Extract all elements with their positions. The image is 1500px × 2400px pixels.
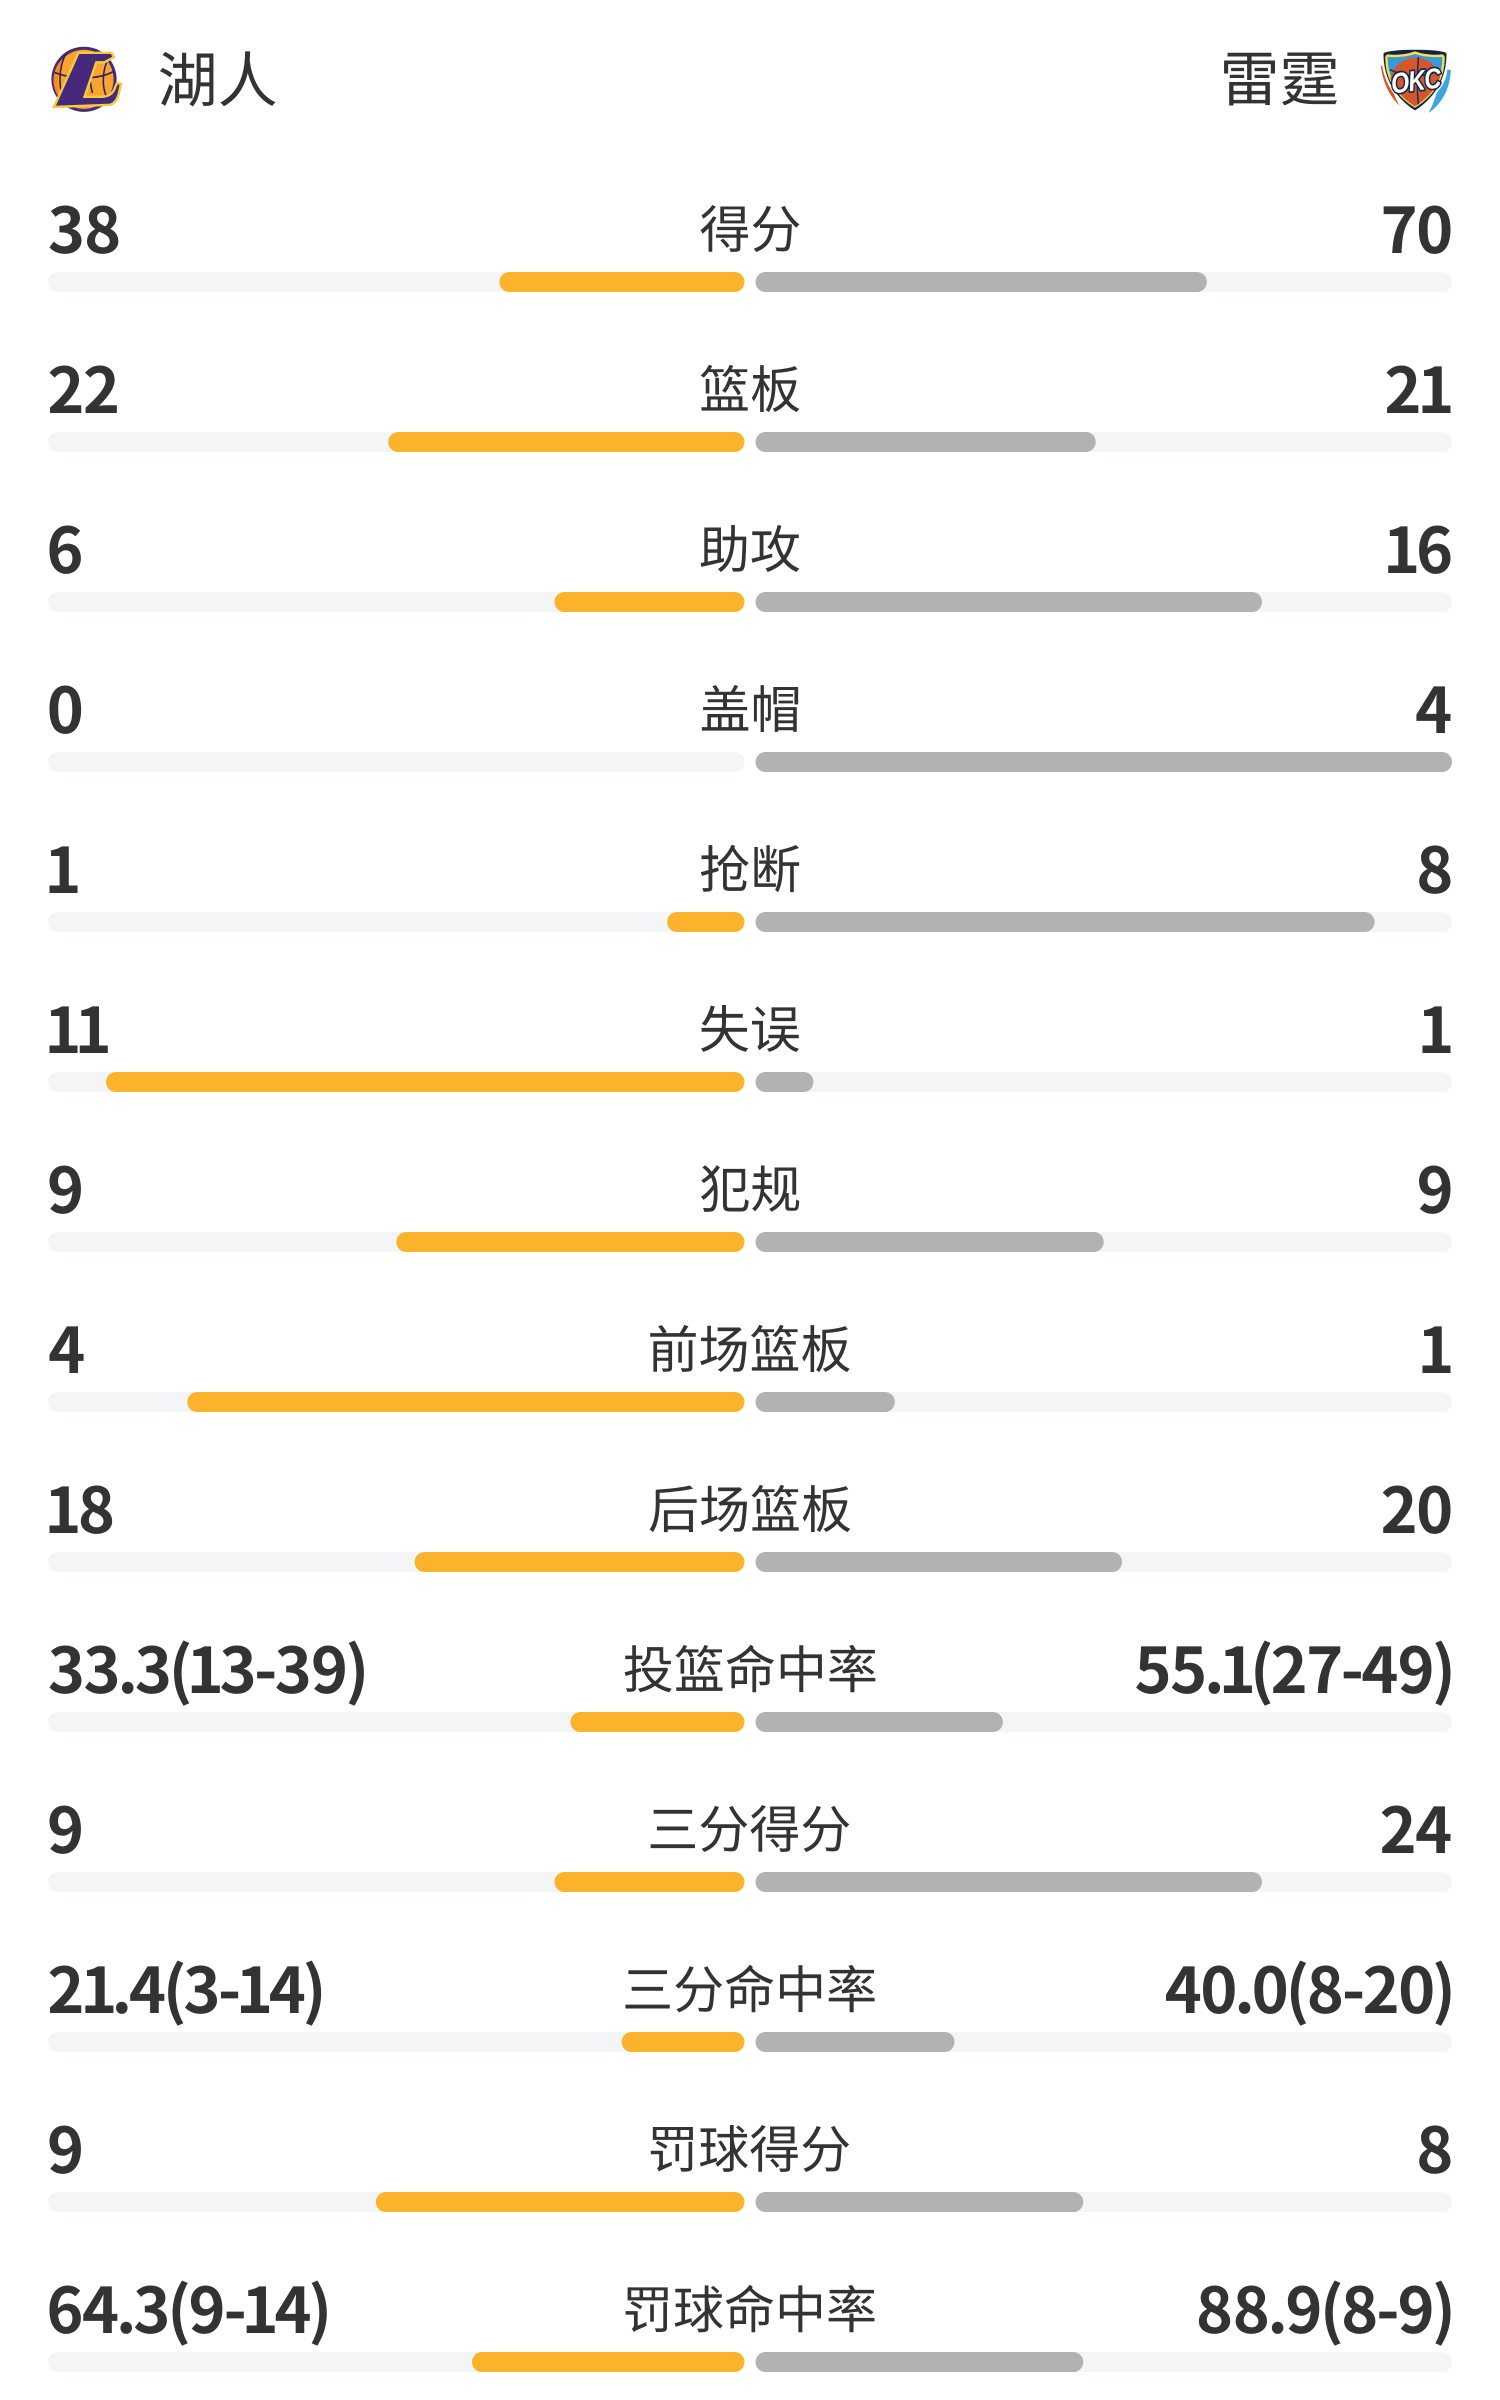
svg-text:OKC: OKC: [1389, 61, 1444, 100]
